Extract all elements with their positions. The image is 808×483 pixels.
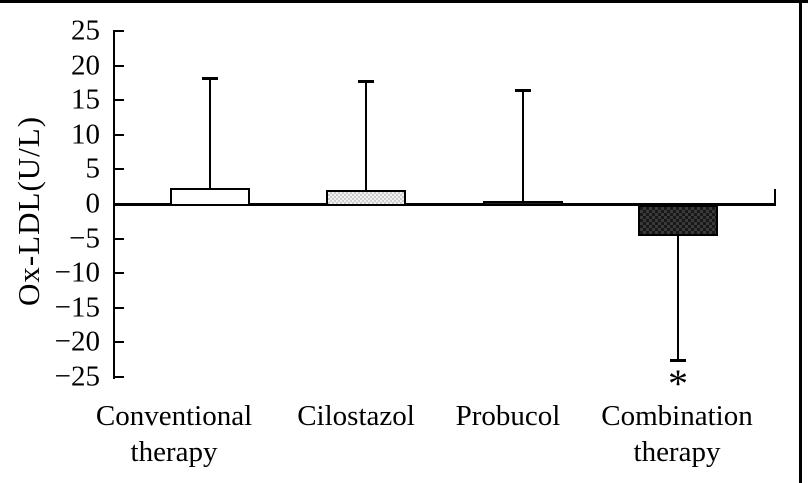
bar-probucol xyxy=(483,201,563,206)
y-tick xyxy=(115,30,124,32)
bar-combination-therapy xyxy=(638,205,718,236)
y-tick xyxy=(115,99,124,101)
y-tick-label: 15 xyxy=(71,83,100,116)
category-label-line: Probucol xyxy=(455,400,561,432)
category-label-combination-therapy: Combination therapy xyxy=(601,398,752,470)
category-label-conventional-therapy: Conventional therapy xyxy=(96,398,252,470)
x-axis-end-tick xyxy=(774,189,776,203)
category-label-cilostazol: Cilostazol xyxy=(297,398,415,434)
category-label-probucol: Probucol xyxy=(456,398,561,434)
y-tick xyxy=(115,376,124,378)
category-label-line: Combination xyxy=(601,400,753,432)
y-tick xyxy=(115,238,124,240)
y-tick-label: 20 xyxy=(71,49,100,82)
error-bar-probucol xyxy=(522,91,524,201)
error-bar-conventional-therapy xyxy=(209,79,211,188)
category-label-line: Conventional xyxy=(95,400,253,432)
error-bar-cilostazol xyxy=(365,82,367,190)
error-bar-combination-therapy xyxy=(677,236,679,359)
y-tick xyxy=(115,134,124,136)
y-tick-label: −25 xyxy=(54,360,100,393)
y-tick-label: 5 xyxy=(85,152,101,185)
error-bar-cap-probucol xyxy=(515,89,531,92)
category-label-line: therapy xyxy=(130,436,218,468)
y-tick xyxy=(115,307,124,309)
y-tick xyxy=(115,272,124,274)
error-bar-cap-conventional-therapy xyxy=(202,77,218,80)
bar-cilostazol xyxy=(326,190,406,206)
y-tick-label: 0 xyxy=(85,187,101,220)
y-tick-label: 25 xyxy=(71,14,100,47)
figure-right-border xyxy=(799,0,802,483)
error-bar-cap-combination-therapy xyxy=(670,359,686,362)
category-label-line: therapy xyxy=(633,436,721,468)
category-label-line: Cilostazol xyxy=(297,400,415,432)
error-bar-cap-cilostazol xyxy=(358,80,374,83)
figure-top-border xyxy=(0,0,808,3)
x-axis-line xyxy=(113,203,776,206)
y-tick xyxy=(115,65,124,67)
y-tick-label: 10 xyxy=(71,118,100,151)
y-tick xyxy=(115,168,124,170)
bar-conventional-therapy xyxy=(170,188,250,206)
y-tick-label: −15 xyxy=(54,291,100,324)
y-tick xyxy=(115,341,124,343)
significance-asterisk: * xyxy=(668,361,688,406)
y-tick-label: −20 xyxy=(54,325,100,358)
y-tick-label: −10 xyxy=(54,256,100,289)
y-tick-label: −5 xyxy=(69,222,100,255)
